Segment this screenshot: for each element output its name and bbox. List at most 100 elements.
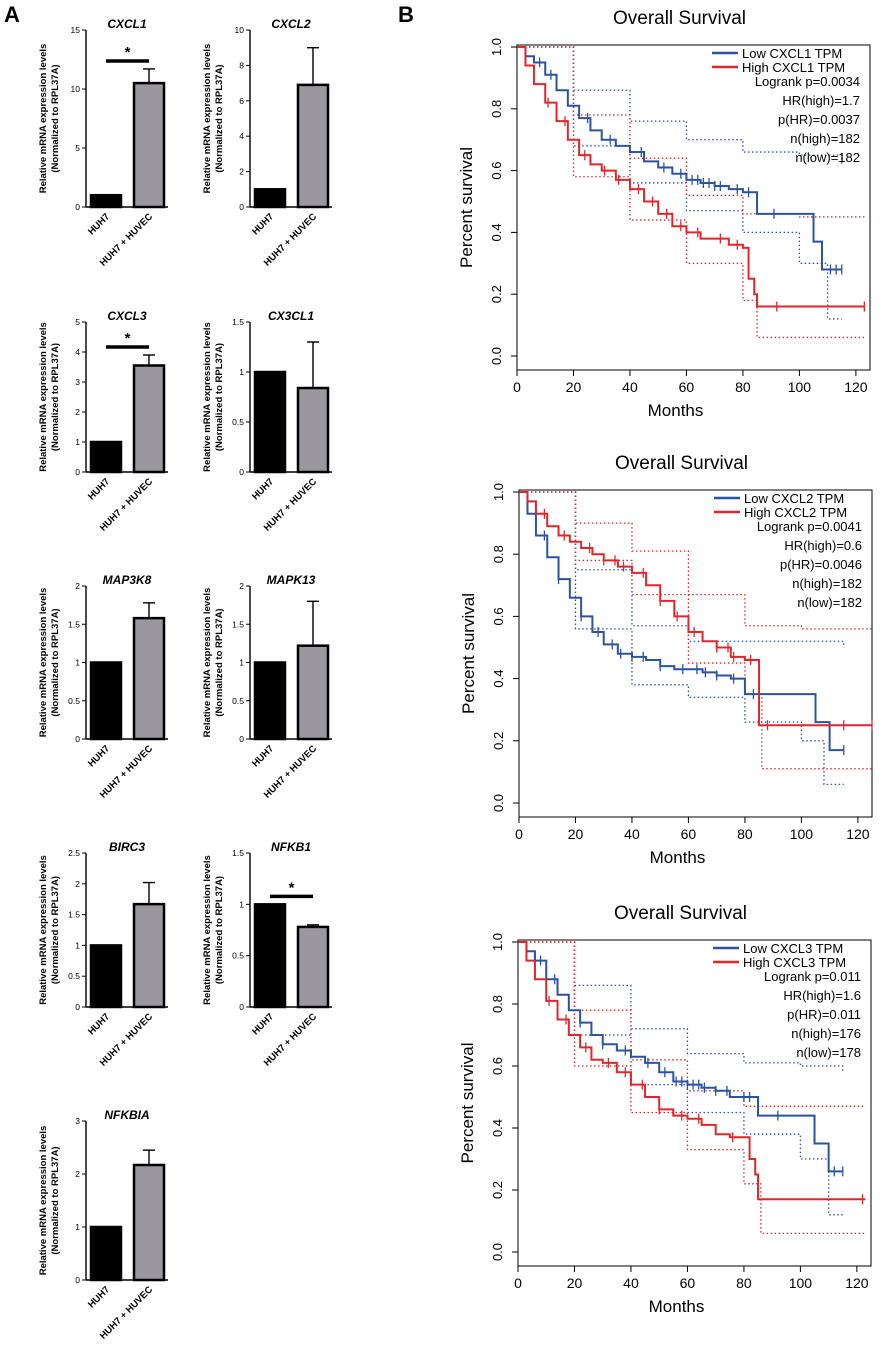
- bar-chart-cx3cl1: CX3CL1 0 0.5 1 1.5 Relative mRNA expression l…: [202, 309, 332, 534]
- y-tick-label: 0: [239, 467, 244, 477]
- bar-huh7: [253, 188, 287, 209]
- y-tick-label: 3: [75, 377, 80, 387]
- survival-curve-high: [517, 46, 865, 308]
- survival-plot-1: Overall Survival 0 20 40 60 80 100 120 Months 0.0…: [457, 8, 871, 420]
- y-tick-label: 4: [75, 347, 80, 357]
- y-tick-label: 10: [71, 84, 81, 94]
- x-tick-label: 80: [736, 1275, 752, 1291]
- x-axis-label: Months: [650, 848, 706, 867]
- y-tick-label: 0.5: [68, 971, 80, 981]
- x-category-label: HUH7: [86, 476, 112, 502]
- y-axis-label-line2: (Normalized to RPL37A): [214, 608, 225, 716]
- y-tick-label: 2: [75, 1169, 80, 1179]
- survival-curve-low: [518, 941, 843, 1173]
- bar-chart-cxcl1: CXCL1 0 5 10 15 Relative mRNA expression leve…: [38, 17, 168, 269]
- plot-frame: [517, 939, 872, 1267]
- y-tick-label: 1.5: [68, 619, 80, 629]
- bar-chart-nfkb1: NFKB1 0 0.5 1 1.5 Relative mRNA expression le…: [202, 840, 332, 1069]
- y-axis-label-line2: (Normalized to RPL37A): [214, 64, 225, 172]
- y-tick-label: 0.0: [491, 794, 506, 812]
- y-axis-label-line1: Relative mRNA expression levels: [38, 1126, 49, 1276]
- stat-line: n(low)=182: [797, 595, 862, 610]
- x-category-label: HUH7: [86, 1011, 112, 1037]
- survival-curve-high: [518, 941, 866, 1201]
- bar-chart-map3k8: MAP3K8 0 0.5 1 1.5 2 Relative mRNA expression …: [38, 573, 168, 801]
- y-tick-label: 5: [75, 317, 80, 327]
- y-axis-label-line1: Relative mRNA expression levels: [38, 44, 49, 194]
- bar-chart-title: MAPK13: [267, 573, 316, 587]
- x-category-label: HUH7: [86, 743, 112, 769]
- y-tick-label: 2.5: [68, 848, 80, 858]
- y-tick-label: 1: [75, 437, 80, 447]
- x-tick-label: 40: [623, 1275, 639, 1291]
- y-tick-label: 0: [239, 734, 244, 744]
- y-tick-label: 3: [75, 1116, 80, 1126]
- y-axis-label-line2: (Normalized to RPL37A): [50, 64, 61, 172]
- bar-chart-birc3: BIRC3 0 0.5 1 1.5 2 2.5 Relative mRNA expressio…: [38, 840, 168, 1069]
- x-tick-label: 100: [790, 826, 814, 842]
- y-tick-label: 0.0: [489, 347, 504, 365]
- significance-asterisk: *: [289, 879, 295, 896]
- y-tick-label: 0.5: [232, 696, 244, 706]
- x-tick-label: 120: [844, 379, 868, 395]
- bar-chart-title: CXCL1: [107, 17, 147, 31]
- bar-huh7: [89, 661, 123, 741]
- x-tick-label: 60: [680, 1275, 696, 1291]
- stat-line: n(low)=178: [796, 1045, 861, 1060]
- confidence-band-band-low-lower: [518, 941, 843, 1216]
- bar-huh7: [89, 944, 123, 1009]
- y-axis-label-line1: Relative mRNA expression levels: [38, 855, 49, 1005]
- y-tick-label: 0: [75, 734, 80, 744]
- y-tick-label: 1.5: [232, 848, 244, 858]
- y-tick-label: 8: [239, 60, 244, 70]
- y-axis-label-line2: (Normalized to RPL37A): [50, 1146, 61, 1254]
- y-axis-label-line1: Relative mRNA expression levels: [202, 44, 213, 194]
- survival-plots-group: Overall Survival 0 20 40 60 80 100 120 Months 0.0…: [457, 8, 873, 1316]
- y-tick-label: 1.0: [490, 933, 505, 951]
- y-tick-label: 2: [75, 407, 80, 417]
- x-tick-label: 80: [737, 826, 753, 842]
- bar-chart-title: CXCL3: [107, 309, 147, 323]
- survival-curve-low: [517, 46, 842, 271]
- x-tick-label: 60: [679, 379, 695, 395]
- x-category-label: HUH7: [86, 211, 112, 237]
- survival-curve-low: [519, 491, 844, 752]
- y-tick-label: 0.0: [490, 1243, 505, 1261]
- y-tick-label: 0.4: [490, 1119, 505, 1137]
- y-axis-label-line2: (Normalized to RPL37A): [50, 876, 61, 984]
- bar-chart-title: MAP3K8: [103, 573, 152, 587]
- stat-line: HR(high)=1.7: [782, 93, 860, 108]
- y-tick-label: 0.8: [489, 100, 504, 118]
- bar-huh7: [253, 903, 287, 1009]
- y-tick-label: 1.5: [232, 317, 244, 327]
- y-tick-label: 2: [239, 167, 244, 177]
- x-tick-label: 80: [735, 379, 751, 395]
- bar-chart-nfkbia: NFKBIA 0 1 2 3 Relative mRNA expression level…: [38, 1108, 168, 1342]
- y-tick-label: 1.5: [68, 910, 80, 920]
- x-tick-label: 0: [514, 1275, 522, 1291]
- stat-line: n(high)=182: [790, 131, 860, 146]
- y-tick-label: 0.6: [491, 607, 506, 625]
- x-tick-label: 120: [845, 1275, 869, 1291]
- bar-huh7-huvec: [296, 386, 330, 474]
- y-tick-label: 1: [75, 940, 80, 950]
- confidence-band-band-high-lower: [519, 491, 872, 770]
- stat-line: Logrank p=0.0041: [757, 519, 862, 534]
- x-axis-label: Months: [649, 1297, 705, 1316]
- stat-line: Logrank p=0.011: [764, 969, 861, 984]
- stat-line: p(HR)=0.011: [787, 1007, 861, 1022]
- survival-plot-title: Overall Survival: [614, 903, 747, 924]
- x-tick-label: 20: [568, 826, 584, 842]
- x-tick-label: 20: [567, 1275, 583, 1291]
- bar-huh7-huvec: [296, 644, 330, 741]
- bar-chart-cxcl3: CXCL3 0 1 2 3 4 5 Relative mRNA expression leve…: [38, 309, 168, 534]
- y-axis-label-line1: Relative mRNA expression levels: [38, 322, 49, 472]
- legend-label-low: Low CXCL3 TPM: [743, 941, 843, 956]
- panel-b-label: B: [398, 2, 414, 27]
- y-axis-label-line2: (Normalized to RPL37A): [214, 343, 225, 451]
- confidence-band-band-high-lower: [517, 46, 865, 339]
- y-tick-label: 1.0: [491, 483, 506, 501]
- y-tick-label: 2: [75, 581, 80, 591]
- legend-label-low: Low CXCL2 TPM: [744, 491, 844, 506]
- bar-chart-title: BIRC3: [109, 840, 145, 854]
